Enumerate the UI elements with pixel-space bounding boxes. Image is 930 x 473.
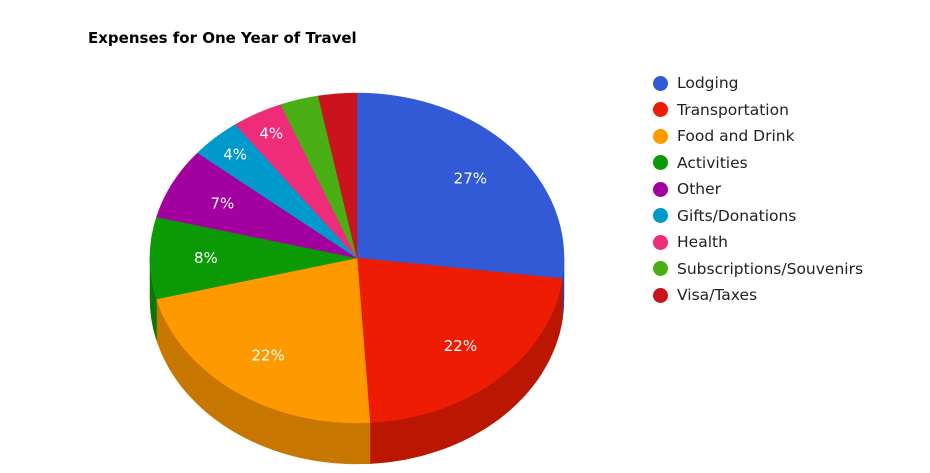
legend-item[interactable]: Visa/Taxes bbox=[653, 282, 863, 309]
legend-label: Other bbox=[677, 180, 722, 199]
pie-slice-visa-taxes[interactable] bbox=[317, 92, 358, 259]
legend-item[interactable]: Activities bbox=[653, 150, 863, 177]
legend-swatch bbox=[653, 102, 668, 118]
legend-swatch bbox=[653, 208, 668, 224]
pie-slice-food-and-drink[interactable] bbox=[156, 257, 371, 424]
pie-slices bbox=[149, 92, 565, 424]
legend-item[interactable]: Lodging bbox=[653, 70, 863, 97]
legend-item[interactable]: Other bbox=[653, 176, 863, 203]
legend-swatch bbox=[653, 234, 668, 250]
legend-item[interactable]: Transportation bbox=[653, 97, 863, 124]
legend-label: Activities bbox=[677, 153, 748, 172]
legend-label: Gifts/Donations bbox=[677, 206, 797, 225]
pie-slice-transportation[interactable] bbox=[356, 257, 563, 423]
pie-value-label: 27% bbox=[454, 169, 487, 187]
legend-swatch bbox=[653, 128, 668, 144]
pie-value-label: 4% bbox=[223, 146, 247, 164]
legend-item[interactable]: Health bbox=[653, 229, 863, 256]
legend-label: Transportation bbox=[677, 100, 789, 119]
legend-label: Subscriptions/Souvenirs bbox=[677, 259, 864, 278]
legend-label: Visa/Taxes bbox=[677, 286, 758, 305]
legend-item[interactable]: Subscriptions/Souvenirs bbox=[653, 256, 863, 283]
pie-value-label: 8% bbox=[194, 249, 218, 267]
pie-slice-lodging[interactable] bbox=[356, 92, 565, 279]
pie-value-label: 7% bbox=[210, 194, 234, 212]
pie-value-label: 22% bbox=[444, 337, 477, 355]
legend: Lodging Transportation Food and Drink Activ… bbox=[653, 70, 863, 309]
legend-swatch bbox=[653, 155, 668, 171]
pie-value-label: 22% bbox=[252, 346, 285, 364]
legend-label: Health bbox=[677, 233, 728, 252]
pie-value-labels: 27% 22% 22% 8% 7% 4% 4% bbox=[194, 125, 487, 365]
legend-label: Lodging bbox=[677, 74, 739, 93]
legend-swatch bbox=[653, 261, 668, 277]
legend-swatch bbox=[653, 287, 668, 303]
legend-label: Food and Drink bbox=[677, 127, 795, 146]
chart-title: Expenses for One Year of Travel bbox=[88, 29, 357, 47]
pie-value-label: 4% bbox=[259, 125, 283, 143]
legend-item[interactable]: Gifts/Donations bbox=[653, 203, 863, 230]
legend-swatch bbox=[653, 181, 668, 197]
pie-slice-activities[interactable] bbox=[149, 216, 358, 300]
legend-item[interactable]: Food and Drink bbox=[653, 123, 863, 150]
legend-swatch bbox=[653, 75, 668, 91]
